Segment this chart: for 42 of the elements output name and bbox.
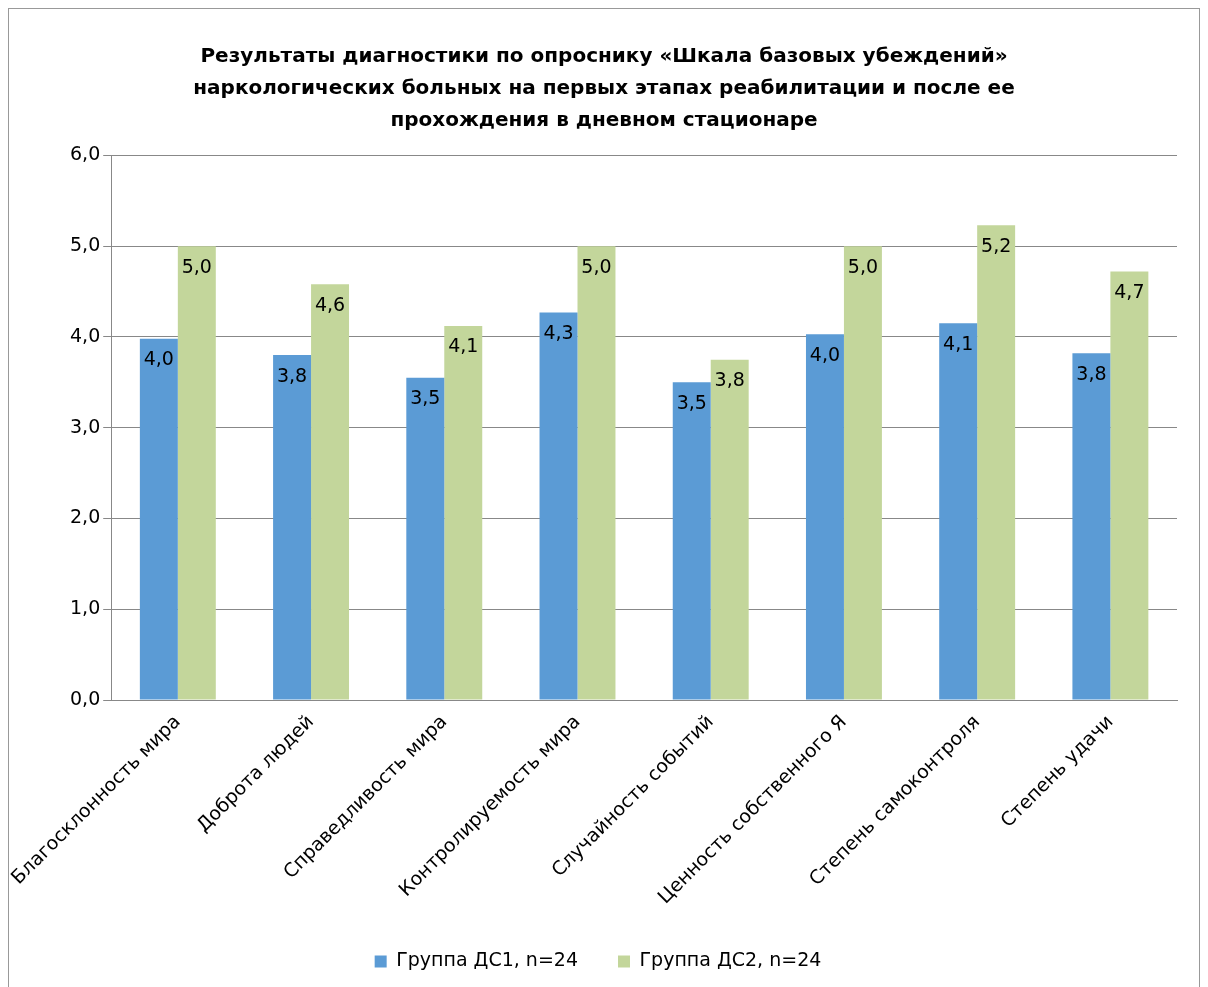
bar: [805, 334, 844, 700]
y-tick-label: 6,0: [70, 142, 101, 165]
legend-label: Группа ДС1, n=24: [396, 948, 579, 971]
bar: [1110, 271, 1149, 700]
bar: [177, 246, 216, 700]
bar: [311, 284, 350, 700]
y-tick-label: 0,0: [70, 686, 101, 709]
data-label: 3,8: [1076, 361, 1107, 384]
data-label: 5,2: [981, 233, 1012, 256]
data-label: 4,0: [809, 342, 841, 365]
data-label: 3,8: [714, 368, 745, 391]
data-label: 4,1: [943, 331, 974, 354]
y-tick-label: 3,0: [70, 414, 101, 437]
data-label: 3,5: [676, 390, 707, 413]
bar: [139, 338, 178, 700]
bar: [939, 323, 978, 700]
y-tick-label: 1,0: [70, 596, 101, 619]
y-tick-label: 4,0: [70, 323, 101, 346]
bar: [1072, 353, 1111, 700]
bar: [406, 377, 445, 700]
data-label: 4,1: [448, 334, 479, 357]
data-label: 3,5: [410, 386, 441, 409]
legend-label: Группа ДС2, n=24: [639, 948, 822, 971]
bar: [444, 326, 483, 700]
data-label: 3,8: [276, 363, 308, 386]
y-tick-label: 5,0: [70, 233, 101, 256]
data-label: 4,0: [143, 347, 174, 370]
data-label: 4,7: [1114, 280, 1145, 303]
data-label: 5,0: [181, 254, 212, 277]
data-label: 5,0: [847, 254, 879, 277]
chart-title: Результаты диагностики по опроснику «Шкала базовых убеждений» наркологических больных на первых этапах реабилитации и после ее прохождения в дневном стационаре: [192, 42, 1016, 133]
bar: [710, 359, 749, 700]
bar: [977, 225, 1016, 700]
data-label: 4,6: [314, 292, 346, 315]
bar: [273, 355, 312, 700]
bar: [577, 246, 616, 700]
data-label: 5,0: [581, 254, 612, 277]
y-tick-label: 2,0: [70, 505, 101, 528]
bar: [539, 312, 578, 700]
data-label: 4,3: [543, 320, 574, 343]
bar: [672, 382, 711, 700]
bar: [843, 246, 882, 700]
